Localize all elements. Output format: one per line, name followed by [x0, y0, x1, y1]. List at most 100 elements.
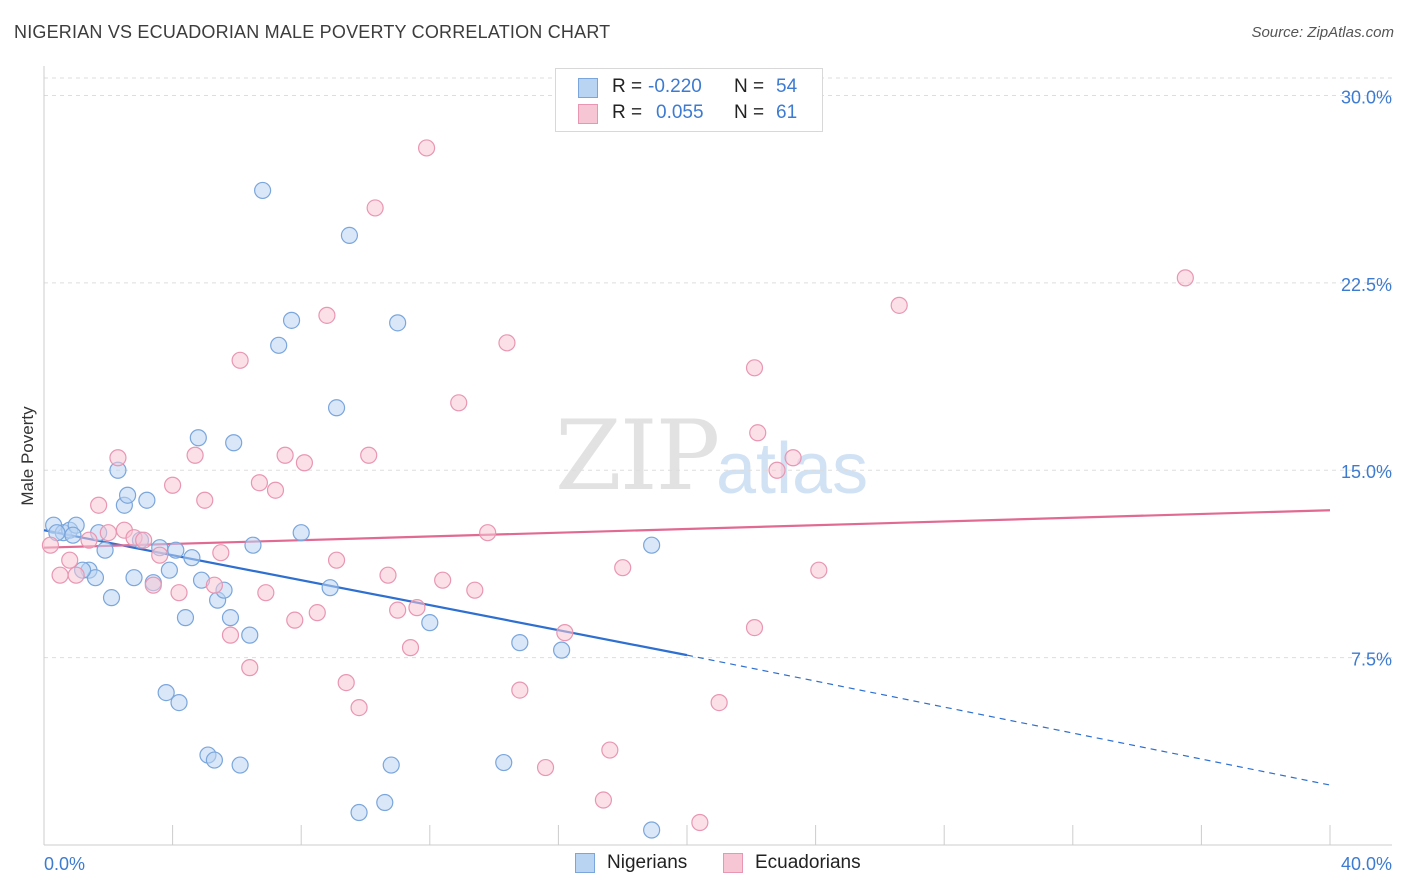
ecuadorian-point: [749, 424, 767, 442]
ecuadorian-point: [498, 334, 516, 352]
ecuadorian-point: [295, 454, 314, 472]
bottom-legend-swatch-ecuadorians: [723, 853, 743, 873]
nigerian-point: [176, 609, 195, 627]
ecuadorian-point: [389, 601, 407, 619]
nigerian-point: [118, 486, 137, 504]
nigerian-point: [389, 314, 407, 332]
trend-layer: [43, 509, 1331, 786]
nigerian-point: [376, 793, 394, 812]
nigerian-point: [340, 226, 359, 244]
y-tick-label: 30.0%: [1341, 87, 1392, 107]
ecuadorian-point: [51, 566, 69, 584]
nigerian-point: [138, 491, 156, 509]
tick-label-layer: 7.5% 15.0% 22.5% 30.0% 0.0% 40.0%: [44, 87, 1392, 874]
nigerian-point: [96, 541, 114, 559]
ecuadorian-point: [151, 546, 169, 564]
ecuadorian-point: [286, 611, 304, 629]
ecuadorian-point: [810, 561, 828, 579]
nigerian-trend-line: [43, 529, 688, 657]
nigerian-point: [86, 569, 105, 587]
nigerian-point: [643, 821, 661, 839]
legend-n-value: 54: [776, 76, 798, 97]
ecuadorian-point: [366, 199, 384, 217]
nigerian-point: [327, 399, 346, 417]
ecuadorian-point: [511, 681, 529, 699]
legend-n-label: N =: [734, 102, 765, 123]
nigerian-point: [231, 756, 249, 774]
ecuadorian-point: [67, 566, 85, 584]
ecuadorian-point: [257, 584, 275, 602]
ecuadorian-point: [170, 584, 188, 602]
ecuadorian-point: [135, 531, 153, 549]
ecuadorian-point: [745, 619, 764, 637]
ecuadorian-point: [327, 551, 346, 569]
ecuadorian-point: [276, 446, 294, 464]
ecuadorian-point: [434, 571, 452, 589]
watermark-zip: ZIP: [555, 400, 720, 512]
nigerian-point: [511, 634, 529, 652]
x-tick-label-max: 40.0%: [1341, 854, 1392, 874]
source-credit: Source: ZipAtlas.com: [1251, 24, 1394, 41]
ecuadorian-point: [1176, 269, 1194, 287]
ecuadorian-point: [337, 674, 355, 692]
x-tick-label-min: 0.0%: [44, 854, 85, 874]
ecuadorian-point: [745, 359, 764, 377]
legend-n-label: N =: [734, 76, 765, 97]
nigerian-point: [270, 336, 288, 354]
ecuadorian-point: [144, 576, 162, 594]
ecuadorian-point: [99, 524, 117, 542]
ecuadorian-point: [90, 496, 108, 514]
nigerian-point: [282, 311, 301, 329]
ecuadorian-point: [61, 551, 79, 569]
ecuadorian-point: [401, 639, 420, 657]
nigerian-point: [553, 641, 571, 659]
ecuadorian-point: [360, 446, 378, 464]
ecuadorian-point: [308, 604, 326, 622]
ecuadorian-point: [614, 559, 632, 577]
ecuadorian-point: [318, 306, 336, 324]
ecuadorian-point: [266, 481, 285, 499]
nigerian-point: [102, 589, 121, 607]
nigerian-point: [241, 626, 259, 644]
chart-title: NIGERIAN VS ECUADORIAN MALE POVERTY CORR…: [14, 22, 611, 42]
nigerian-point: [292, 524, 310, 542]
ecuadorian-point: [417, 139, 436, 157]
nigerian-trend-extension: [686, 654, 1331, 786]
ecuadorian-point: [450, 394, 468, 412]
legend-r-value: -0.220: [648, 76, 702, 97]
nigerian-point: [157, 683, 175, 702]
ecuadorian-point: [890, 296, 908, 314]
nigerian-point: [205, 751, 223, 769]
nigerian-point: [244, 536, 262, 554]
nigerian-point: [125, 569, 143, 587]
nigerian-point: [254, 181, 272, 200]
y-tick-label: 15.0%: [1341, 462, 1392, 482]
bottom-legend-label-ecuadorians: Ecuadorians: [755, 852, 861, 873]
ecuadorian-point: [556, 624, 574, 642]
ecuadorian-point: [250, 474, 269, 492]
correlation-legend: R = -0.220 N = 54 R = 0.055 N = 61: [555, 68, 823, 132]
legend-r-label: R =: [612, 76, 643, 97]
nigerian-point: [643, 536, 661, 554]
ecuadorian-point: [408, 599, 426, 617]
ecuadorian-trend-line: [43, 509, 1331, 549]
bottom-legend-label-nigerians: Nigerians: [607, 852, 688, 873]
ecuadorian-point: [241, 659, 259, 677]
ecuadorian-point: [231, 351, 249, 369]
nigerian-point: [64, 526, 82, 544]
legend-r-label: R =: [612, 102, 643, 123]
ecuadorian-point: [536, 758, 555, 777]
y-tick-label: 22.5%: [1341, 275, 1392, 295]
legend-swatch-nigerians: [578, 78, 598, 98]
axis-layer: [43, 66, 1392, 846]
nigerian-point: [183, 549, 201, 567]
ecuadorian-point: [80, 531, 98, 549]
ecuadorian-point: [379, 566, 397, 584]
ecuadorian-point: [212, 544, 230, 562]
ecuadorian-point: [710, 693, 728, 712]
ecuadorian-point: [466, 581, 484, 599]
nigerian-point: [170, 693, 188, 712]
ecuadorian-point: [221, 626, 240, 644]
nigerian-point: [160, 561, 178, 579]
